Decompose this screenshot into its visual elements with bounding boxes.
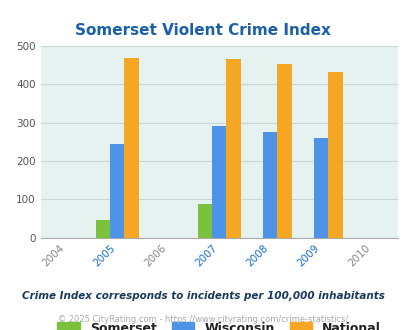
Bar bbox=[96, 219, 110, 238]
Bar bbox=[197, 204, 211, 238]
Bar bbox=[328, 72, 342, 238]
Bar bbox=[262, 132, 277, 238]
Legend: Somerset, Wisconsin, National: Somerset, Wisconsin, National bbox=[52, 316, 385, 330]
Bar bbox=[313, 138, 328, 238]
Text: © 2025 CityRating.com - https://www.cityrating.com/crime-statistics/: © 2025 CityRating.com - https://www.city… bbox=[58, 315, 347, 324]
Bar bbox=[110, 144, 124, 238]
Bar bbox=[226, 59, 240, 238]
Bar bbox=[277, 64, 291, 238]
Text: Somerset Violent Crime Index: Somerset Violent Crime Index bbox=[75, 23, 330, 38]
Bar bbox=[211, 126, 226, 238]
Text: Crime Index corresponds to incidents per 100,000 inhabitants: Crime Index corresponds to incidents per… bbox=[21, 291, 384, 301]
Bar bbox=[124, 58, 138, 238]
